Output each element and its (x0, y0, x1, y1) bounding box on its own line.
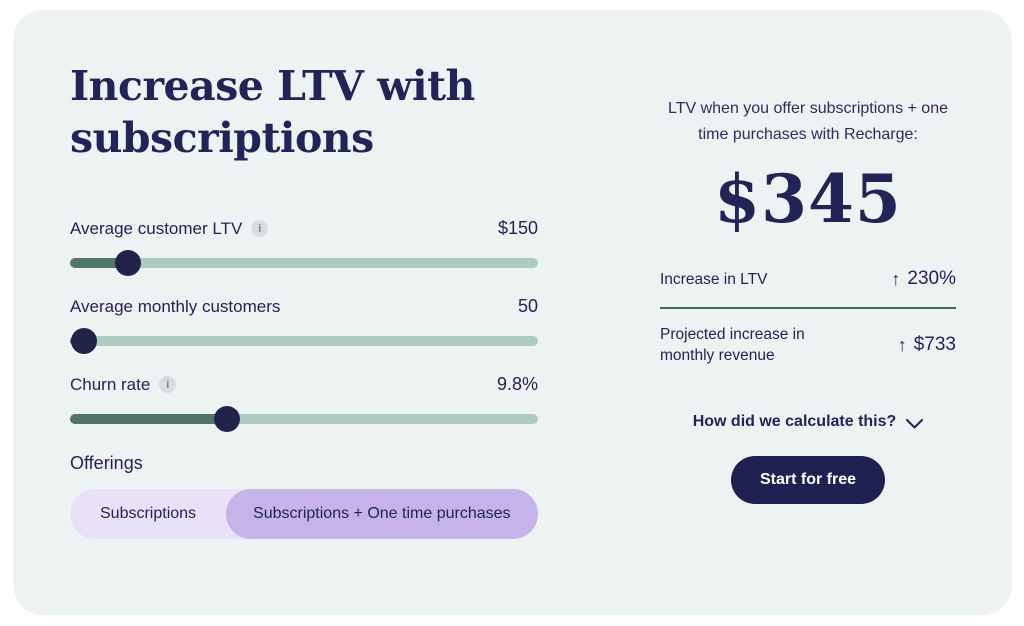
slider-thumb[interactable] (71, 328, 98, 354)
arrow-up-icon: ↑ (891, 268, 901, 289)
stat-value: $733 (913, 334, 956, 355)
slider-value: 9.8% (496, 374, 538, 394)
page-title: Increase LTV with subscriptions (70, 62, 475, 162)
stat-label: Increase in LTV (660, 270, 768, 288)
toggle-option-subscriptions[interactable]: Subscriptions (70, 489, 226, 539)
info-icon[interactable]: i (251, 220, 269, 237)
slider-thumb[interactable] (213, 406, 240, 432)
average-monthly-customers-slider[interactable] (70, 328, 538, 354)
stat-row-projected-increase: Projected increase in monthly revenue ↑ … (660, 324, 956, 366)
offerings-toggle-group: Subscriptions Subscriptions + One time p… (70, 489, 538, 539)
slider-fill (70, 258, 129, 268)
offerings-label: Offerings (70, 453, 143, 473)
slider-value: $150 (497, 218, 538, 238)
slider-label: Churn rate (70, 374, 151, 394)
stat-label: Projected increase in monthly revenue (660, 326, 805, 364)
slider-group-churn-rate: Churn rate i 9.8% (70, 374, 538, 432)
how-did-we-calculate-link[interactable]: How did we calculate this? (660, 413, 956, 431)
chevron-down-icon (906, 418, 924, 429)
slider-fill (70, 414, 227, 424)
stats-divider (660, 307, 956, 309)
arrow-up-icon: ↑ (897, 334, 907, 355)
result-stats: Increase in LTV ↑ 230% Projected increas… (660, 268, 956, 366)
calculator-controls-panel: Increase LTV with subscriptions Average … (70, 10, 538, 539)
start-for-free-button[interactable]: Start for free (730, 456, 886, 504)
slider-thumb[interactable] (115, 250, 142, 276)
stat-row-increase-in-ltv: Increase in LTV ↑ 230% (660, 268, 956, 290)
slider-label: Average customer LTV (70, 218, 243, 238)
average-customer-ltv-slider[interactable] (70, 250, 538, 276)
slider-group-average-customer-ltv: Average customer LTV i $150 (70, 218, 538, 276)
toggle-option-subscriptions-plus-one-time[interactable]: Subscriptions + One time purchases (226, 489, 538, 539)
ltv-result-value: $345 (714, 160, 902, 238)
result-intro-text: LTV when you offer subscriptions + one t… (667, 100, 948, 143)
calc-link-label: How did we calculate this? (692, 413, 897, 430)
stat-value: 230% (907, 268, 956, 289)
slider-label: Average monthly customers (70, 296, 281, 316)
churn-rate-slider[interactable] (70, 406, 538, 432)
slider-group-average-monthly-customers: Average monthly customers 50 (70, 296, 538, 354)
results-panel: LTV when you offer subscriptions + one t… (660, 10, 956, 504)
ltv-calculator-card: Increase LTV with subscriptions Average … (13, 10, 1012, 615)
info-icon[interactable]: i (159, 376, 177, 393)
slider-value: 50 (517, 296, 538, 316)
